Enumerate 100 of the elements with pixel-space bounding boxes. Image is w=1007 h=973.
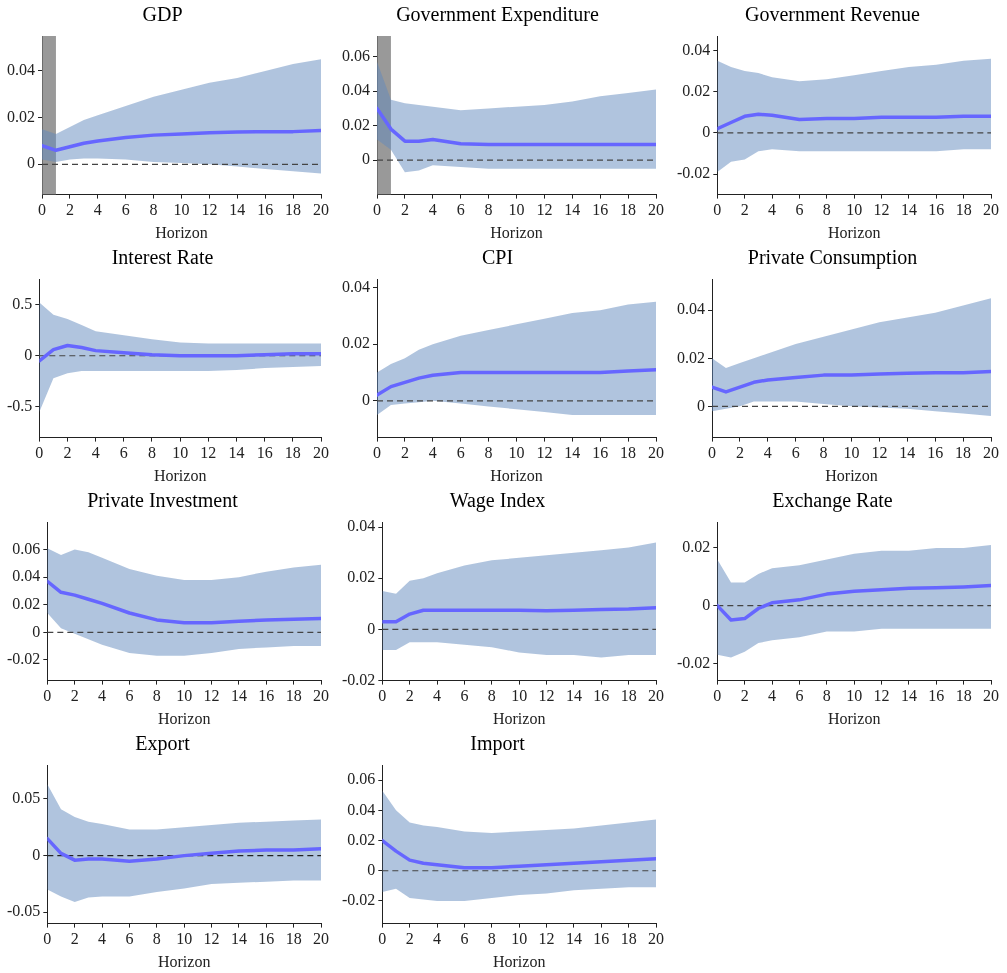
x-tick-label: 10 xyxy=(508,444,525,462)
x-tick-label: 18 xyxy=(285,930,302,948)
x-tick-label: 20 xyxy=(648,930,664,948)
y-tick-label: -0.5 xyxy=(7,397,33,415)
x-tick-label: 0 xyxy=(43,930,52,948)
y-tick-label: 0.04 xyxy=(347,517,376,535)
x-tick-label: 14 xyxy=(565,687,582,705)
x-axis-title: Horizon xyxy=(825,466,878,484)
y-tick-label: 0 xyxy=(32,845,41,863)
y-tick-label: 0.06 xyxy=(347,770,376,788)
x-tick-label: 20 xyxy=(313,930,329,948)
x-tick-label: 12 xyxy=(536,444,553,462)
chart-title: Government Expenditure xyxy=(396,3,599,27)
x-tick-label: 4 xyxy=(428,444,437,462)
x-tick-label: 14 xyxy=(564,444,581,462)
x-tick-label: 12 xyxy=(203,687,220,705)
x-tick-label: 4 xyxy=(433,930,442,948)
x-tick-label: 18 xyxy=(955,201,972,219)
x-tick-label: 18 xyxy=(284,444,301,462)
x-axis-title: Horizon xyxy=(490,466,543,484)
y-tick-label: 0.04 xyxy=(7,61,35,79)
y-tick-label: -0.02 xyxy=(342,891,376,909)
x-tick-label: 6 xyxy=(456,201,465,219)
y-tick-label: -0.02 xyxy=(342,670,376,688)
y-tick-label: 0 xyxy=(702,123,711,141)
x-tick-label: 10 xyxy=(846,687,863,705)
x-tick-label: 20 xyxy=(648,687,664,705)
y-tick-label: 0.02 xyxy=(347,830,376,848)
y-tick-label: -0.02 xyxy=(677,164,711,182)
x-tick-label: 0 xyxy=(713,687,722,705)
x-tick-label: 14 xyxy=(228,444,245,462)
x-tick-label: 8 xyxy=(484,444,493,462)
x-tick-label: 2 xyxy=(70,930,79,948)
chart-title: Private Investment xyxy=(87,489,239,512)
x-tick-label: 18 xyxy=(955,687,972,705)
y-tick-label: 0.04 xyxy=(347,800,376,818)
x-tick-label: 8 xyxy=(487,687,496,705)
y-tick-label: 0 xyxy=(24,345,33,363)
x-tick-label: 16 xyxy=(928,687,945,705)
y-tick-label: 0.04 xyxy=(342,81,370,99)
x-tick-label: 20 xyxy=(983,444,999,462)
x-tick-label: 14 xyxy=(230,687,247,705)
chart-title: Interest Rate xyxy=(111,246,214,269)
chart-title: Government Revenue xyxy=(745,3,921,26)
x-tick-label: 2 xyxy=(740,687,749,705)
x-tick-label: 20 xyxy=(983,201,999,219)
x-axis-title: Horizon xyxy=(492,952,546,970)
y-tick-label: 0 xyxy=(27,154,35,172)
chart-title: CPI xyxy=(481,246,514,269)
y-tick-label: 0.04 xyxy=(677,300,705,318)
x-axis-title: Horizon xyxy=(827,223,881,241)
x-tick-label: 2 xyxy=(740,201,749,219)
x-tick-label: 10 xyxy=(846,201,863,219)
x-tick-label: 2 xyxy=(65,201,74,219)
y-tick-label: 0.02 xyxy=(342,115,370,133)
y-tick-label: 0.06 xyxy=(342,46,370,64)
y-tick-label: -0.02 xyxy=(677,653,711,671)
x-tick-label: 4 xyxy=(433,687,442,705)
x-tick-label: 14 xyxy=(565,930,582,948)
x-tick-label: 2 xyxy=(63,444,72,462)
x-tick-label: 6 xyxy=(791,444,800,462)
x-tick-label: 6 xyxy=(795,687,804,705)
y-tick-label: 0.5 xyxy=(12,294,33,312)
x-tick-label: 16 xyxy=(257,201,274,219)
x-tick-label: 6 xyxy=(125,930,134,948)
chart-title: Private Consumption xyxy=(747,246,918,270)
y-tick-label: 0 xyxy=(367,860,376,878)
x-tick-label: 16 xyxy=(593,687,610,705)
x-tick-label: 14 xyxy=(899,444,916,462)
x-tick-label: 2 xyxy=(405,930,414,948)
x-tick-label: 12 xyxy=(873,687,890,705)
x-axis-title: Horizon xyxy=(827,709,881,727)
chart-title: GDP xyxy=(142,3,183,26)
x-tick-label: 14 xyxy=(230,930,247,948)
x-tick-label: 8 xyxy=(484,201,493,219)
y-tick-label: 0.02 xyxy=(12,594,41,612)
x-tick-label: 8 xyxy=(152,687,161,705)
x-tick-label: 2 xyxy=(70,687,79,705)
x-tick-label: 2 xyxy=(400,444,409,462)
x-tick-label: 2 xyxy=(400,201,409,219)
x-tick-label: 12 xyxy=(538,930,555,948)
x-tick-label: 20 xyxy=(313,444,329,462)
x-tick-label: 10 xyxy=(176,687,193,705)
y-tick-label: 0 xyxy=(697,396,705,414)
x-tick-label: 14 xyxy=(564,201,581,219)
x-tick-label: 14 xyxy=(229,201,246,219)
x-tick-label: 8 xyxy=(822,201,831,219)
x-tick-label: 16 xyxy=(256,444,273,462)
y-tick-label: 0.02 xyxy=(682,538,711,556)
x-tick-label: 18 xyxy=(620,687,637,705)
x-tick-label: 12 xyxy=(203,930,220,948)
x-tick-label: 4 xyxy=(93,201,102,219)
chart-title: Export xyxy=(135,732,191,756)
x-tick-label: 12 xyxy=(538,687,555,705)
x-tick-label: 4 xyxy=(91,444,100,462)
x-tick-label: 4 xyxy=(428,201,437,219)
x-tick-label: 4 xyxy=(98,687,107,705)
x-tick-label: 16 xyxy=(592,444,609,462)
x-tick-label: 18 xyxy=(620,930,637,948)
x-tick-label: 10 xyxy=(511,687,528,705)
